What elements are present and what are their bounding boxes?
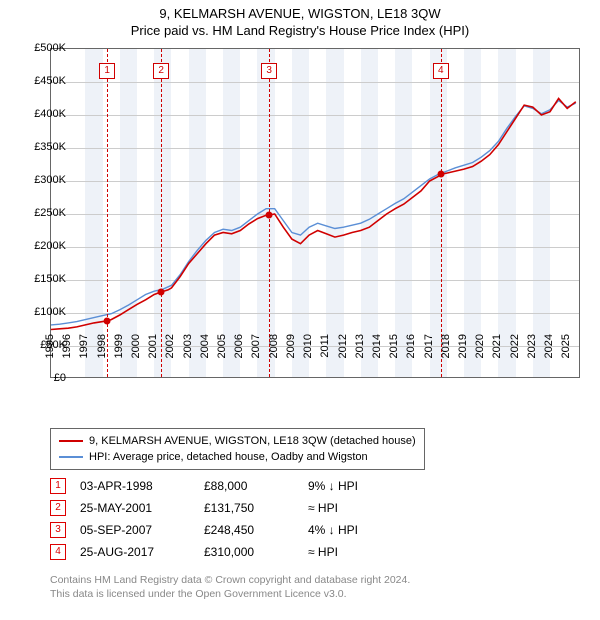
x-axis-label: 2006 — [233, 334, 245, 358]
sale-events-table: 1 03-APR-1998 £88,000 9% ↓ HPI 2 25-MAY-2001 £… — [50, 475, 418, 563]
x-axis-label: 2025 — [560, 334, 572, 358]
footer-line-1: Contains HM Land Registry data © Crown c… — [50, 574, 584, 588]
x-axis-label: 2017 — [423, 334, 435, 358]
chart-container: 9, KELMARSH AVENUE, WIGSTON, LE18 3QW Pr… — [0, 0, 600, 620]
event-price: £131,750 — [204, 501, 294, 515]
x-axis-label: 2007 — [250, 334, 262, 358]
y-axis-label: £400K — [22, 108, 66, 120]
event-marker: 2 — [50, 500, 66, 516]
footer-line-2: This data is licensed under the Open Gov… — [50, 588, 584, 602]
sale-marker-box: 1 — [99, 63, 115, 79]
legend-swatch — [59, 456, 83, 458]
chart-title: 9, KELMARSH AVENUE, WIGSTON, LE18 3QW — [0, 6, 600, 21]
event-date: 25-MAY-2001 — [80, 501, 190, 515]
event-price: £248,450 — [204, 523, 294, 537]
sale-dot — [104, 317, 111, 324]
x-axis-label: 2014 — [371, 334, 383, 358]
event-row: 2 25-MAY-2001 £131,750 ≈ HPI — [50, 497, 418, 519]
series-property — [51, 99, 576, 330]
event-marker: 4 — [50, 544, 66, 560]
event-row: 3 05-SEP-2007 £248,450 4% ↓ HPI — [50, 519, 418, 541]
chart-area: 1 2 3 4 — [50, 48, 580, 378]
x-axis-label: 2001 — [147, 334, 159, 358]
x-axis-label: 1998 — [96, 334, 108, 358]
x-axis-label: 2023 — [526, 334, 538, 358]
y-axis-label: £250K — [22, 207, 66, 219]
sale-dot — [437, 171, 444, 178]
x-axis-label: 2002 — [164, 334, 176, 358]
legend-swatch — [59, 440, 83, 442]
event-price: £310,000 — [204, 545, 294, 559]
y-axis-label: £300K — [22, 174, 66, 186]
x-axis-label: 2020 — [474, 334, 486, 358]
y-axis-label: £0 — [22, 372, 66, 384]
title-block: 9, KELMARSH AVENUE, WIGSTON, LE18 3QW Pr… — [0, 0, 600, 40]
series-hpi — [51, 101, 576, 325]
event-hpi: ≈ HPI — [308, 501, 418, 515]
event-marker: 1 — [50, 478, 66, 494]
x-axis-label: 2009 — [285, 334, 297, 358]
legend: 9, KELMARSH AVENUE, WIGSTON, LE18 3QW (d… — [50, 428, 425, 470]
x-axis-label: 1997 — [78, 334, 90, 358]
x-axis-label: 2003 — [182, 334, 194, 358]
event-row: 4 25-AUG-2017 £310,000 ≈ HPI — [50, 541, 418, 563]
x-axis-label: 2010 — [302, 334, 314, 358]
event-date: 25-AUG-2017 — [80, 545, 190, 559]
footer-attribution: Contains HM Land Registry data © Crown c… — [50, 574, 584, 601]
event-marker: 3 — [50, 522, 66, 538]
sale-marker-box: 2 — [153, 63, 169, 79]
legend-row: HPI: Average price, detached house, Oadb… — [59, 449, 416, 465]
x-axis-label: 2011 — [319, 334, 331, 358]
event-date: 05-SEP-2007 — [80, 523, 190, 537]
chart-subtitle: Price paid vs. HM Land Registry's House … — [0, 23, 600, 38]
y-axis-label: £150K — [22, 273, 66, 285]
x-axis-label: 2000 — [130, 334, 142, 358]
x-axis-label: 2024 — [543, 334, 555, 358]
x-axis-label: 1999 — [113, 334, 125, 358]
x-axis-label: 1996 — [61, 334, 73, 358]
sale-dot — [158, 289, 165, 296]
x-axis-label: 2019 — [457, 334, 469, 358]
legend-label: HPI: Average price, detached house, Oadb… — [89, 451, 368, 463]
x-axis-label: 2004 — [199, 334, 211, 358]
legend-label: 9, KELMARSH AVENUE, WIGSTON, LE18 3QW (d… — [89, 435, 416, 447]
x-axis-label: 2008 — [268, 334, 280, 358]
x-axis-label: 2012 — [337, 334, 349, 358]
sale-vrule — [441, 49, 442, 377]
y-axis-label: £450K — [22, 75, 66, 87]
x-axis-label: 2022 — [509, 334, 521, 358]
y-axis-label: £350K — [22, 141, 66, 153]
event-price: £88,000 — [204, 479, 294, 493]
legend-row: 9, KELMARSH AVENUE, WIGSTON, LE18 3QW (d… — [59, 433, 416, 449]
sale-vrule — [107, 49, 108, 377]
y-axis-label: £500K — [22, 42, 66, 54]
event-hpi: ≈ HPI — [308, 545, 418, 559]
plot-region: 1 2 3 4 — [50, 48, 580, 378]
event-row: 1 03-APR-1998 £88,000 9% ↓ HPI — [50, 475, 418, 497]
line-series-svg — [51, 49, 581, 379]
sale-vrule — [161, 49, 162, 377]
x-axis-label: 2015 — [388, 334, 400, 358]
x-axis-label: 1995 — [44, 334, 56, 358]
x-axis-label: 2005 — [216, 334, 228, 358]
x-axis-label: 2018 — [440, 334, 452, 358]
y-axis-label: £200K — [22, 240, 66, 252]
x-axis-label: 2016 — [405, 334, 417, 358]
sale-marker-box: 3 — [261, 63, 277, 79]
sale-marker-box: 4 — [433, 63, 449, 79]
y-axis-label: £100K — [22, 306, 66, 318]
x-axis-label: 2013 — [354, 334, 366, 358]
sale-dot — [266, 212, 273, 219]
event-hpi: 4% ↓ HPI — [308, 523, 418, 537]
event-date: 03-APR-1998 — [80, 479, 190, 493]
event-hpi: 9% ↓ HPI — [308, 479, 418, 493]
x-axis-label: 2021 — [491, 334, 503, 358]
